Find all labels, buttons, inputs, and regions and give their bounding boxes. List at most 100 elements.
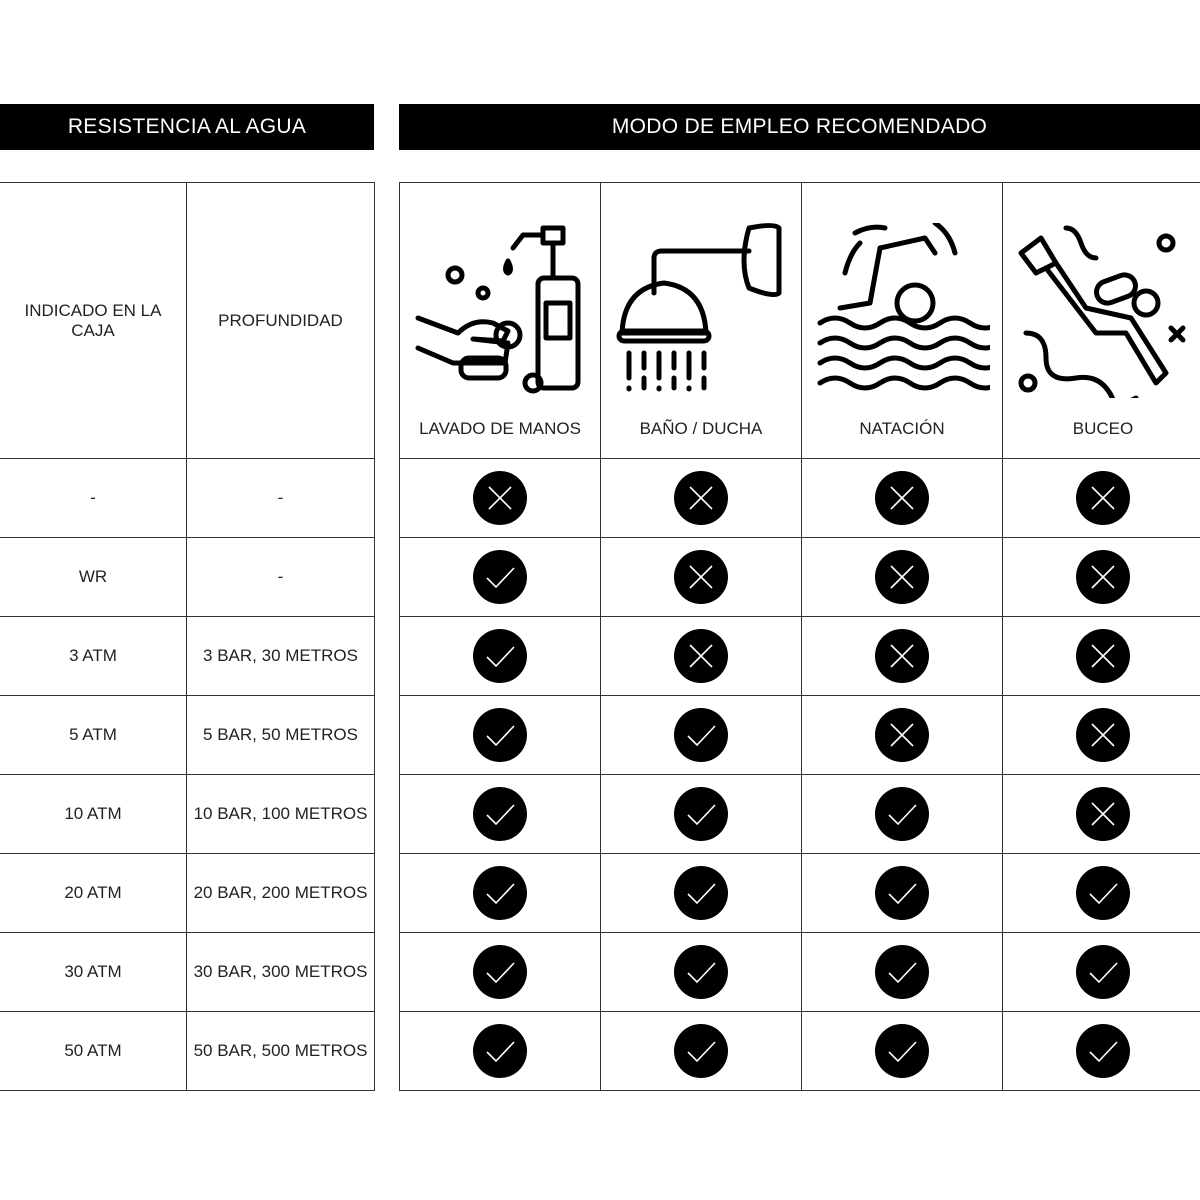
- indicated-value: 20 ATM: [64, 883, 122, 902]
- check-icon: [473, 629, 527, 683]
- cross-icon: [1076, 629, 1130, 683]
- water-resistance-header: RESISTENCIA AL AGUA: [0, 104, 374, 150]
- table-cell-use: [1002, 932, 1200, 1012]
- table-cell-use: [399, 695, 601, 775]
- depth-value: 50 BAR, 500 METROS: [193, 1041, 368, 1060]
- table-cell-use: [1002, 853, 1200, 933]
- table-cell-use: [801, 616, 1003, 696]
- table-cell-use: [399, 537, 601, 617]
- column-header-3: NATACIÓN: [801, 182, 1003, 459]
- table-cell-use: [399, 774, 601, 854]
- table-cell-use: [600, 853, 802, 933]
- table-cell-use: [399, 458, 601, 538]
- check-icon: [875, 866, 929, 920]
- diving-icon: [1018, 225, 1185, 398]
- table-cell-use: [600, 616, 802, 696]
- table-cell-use: [1002, 616, 1200, 696]
- indicated-value: 3 ATM: [69, 646, 117, 665]
- use-label: BAÑO / DUCHA: [639, 419, 763, 438]
- table-cell-use: [801, 458, 1003, 538]
- check-icon: [674, 787, 728, 841]
- table-cell-depth: 10 BAR, 100 METROS: [186, 774, 375, 854]
- table-cell-indicated: 5 ATM: [0, 695, 187, 775]
- table-cell-use: [1002, 458, 1200, 538]
- check-icon: [473, 866, 527, 920]
- check-icon: [875, 1024, 929, 1078]
- table-cell-use: [600, 932, 802, 1012]
- table-cell-depth: 30 BAR, 300 METROS: [186, 932, 375, 1012]
- table-cell-use: [1002, 695, 1200, 775]
- table-cell-indicated: 10 ATM: [0, 774, 187, 854]
- table-cell-use: [399, 932, 601, 1012]
- table-cell-use: [399, 853, 601, 933]
- check-icon: [473, 787, 527, 841]
- table-cell-use: [801, 537, 1003, 617]
- indicated-value: 10 ATM: [64, 804, 122, 823]
- table-cell-use: [600, 537, 802, 617]
- depth-value: 3 BAR, 30 METROS: [203, 646, 358, 665]
- indicated-value: 5 ATM: [69, 725, 117, 744]
- column-header-2: BAÑO / DUCHA: [600, 182, 802, 459]
- table-cell-use: [600, 458, 802, 538]
- check-icon: [473, 1024, 527, 1078]
- table-cell-use: [801, 932, 1003, 1012]
- table-cell-use: [600, 695, 802, 775]
- cross-icon: [1076, 550, 1130, 604]
- check-icon: [875, 787, 929, 841]
- table-cell-depth: 5 BAR, 50 METROS: [186, 695, 375, 775]
- check-icon: [473, 550, 527, 604]
- cross-icon: [1076, 471, 1130, 525]
- table-cell-use: [1002, 774, 1200, 854]
- depth-value: 10 BAR, 100 METROS: [193, 804, 368, 823]
- table-cell-use: [399, 1011, 601, 1091]
- hand-washing-icon: [415, 225, 580, 394]
- indicated-value: 30 ATM: [64, 962, 122, 981]
- table-cell-use: [600, 774, 802, 854]
- column-header-4: BUCEO: [1002, 182, 1200, 459]
- indicated-value: WR: [78, 567, 108, 586]
- check-icon: [1076, 866, 1130, 920]
- table-cell-use: [399, 616, 601, 696]
- shower-icon: [616, 223, 781, 392]
- table-cell-depth: 50 BAR, 500 METROS: [186, 1011, 375, 1091]
- table-cell-depth: 3 BAR, 30 METROS: [186, 616, 375, 696]
- indicated-label: INDICADO EN LA CAJA: [24, 300, 162, 340]
- cross-icon: [674, 471, 728, 525]
- cross-icon: [674, 629, 728, 683]
- check-icon: [875, 945, 929, 999]
- check-icon: [674, 866, 728, 920]
- cross-icon: [875, 708, 929, 762]
- table-cell-use: [600, 1011, 802, 1091]
- table-cell-depth: -: [186, 458, 375, 538]
- check-icon: [1076, 945, 1130, 999]
- depth-value: 20 BAR, 200 METROS: [193, 883, 368, 902]
- cross-icon: [473, 471, 527, 525]
- depth-value: -: [277, 488, 284, 507]
- depth-value: -: [277, 567, 284, 586]
- table-cell-use: [801, 1011, 1003, 1091]
- table-cell-use: [801, 774, 1003, 854]
- table-cell-use: [801, 695, 1003, 775]
- column-header-depth: PROFUNDIDAD: [186, 182, 375, 459]
- check-icon: [674, 708, 728, 762]
- depth-value: 5 BAR, 50 METROS: [203, 725, 358, 744]
- swimming-icon: [817, 223, 990, 391]
- check-icon: [674, 1024, 728, 1078]
- table-cell-depth: -: [186, 537, 375, 617]
- cross-icon: [1076, 708, 1130, 762]
- table-cell-use: [1002, 537, 1200, 617]
- check-icon: [1076, 1024, 1130, 1078]
- cross-icon: [875, 629, 929, 683]
- indicated-value: 50 ATM: [64, 1041, 122, 1060]
- cross-icon: [875, 471, 929, 525]
- use-label: NATACIÓN: [859, 419, 945, 438]
- cross-icon: [674, 550, 728, 604]
- table-cell-depth: 20 BAR, 200 METROS: [186, 853, 375, 933]
- table-cell-indicated: 20 ATM: [0, 853, 187, 933]
- table-cell-indicated: 30 ATM: [0, 932, 187, 1012]
- depth-value: 30 BAR, 300 METROS: [193, 962, 368, 981]
- column-header-indicated: INDICADO EN LA CAJA: [0, 182, 187, 459]
- cross-icon: [1076, 787, 1130, 841]
- recommended-use-header: MODO DE EMPLEO RECOMENDADO: [399, 104, 1200, 150]
- table-cell-use: [1002, 1011, 1200, 1091]
